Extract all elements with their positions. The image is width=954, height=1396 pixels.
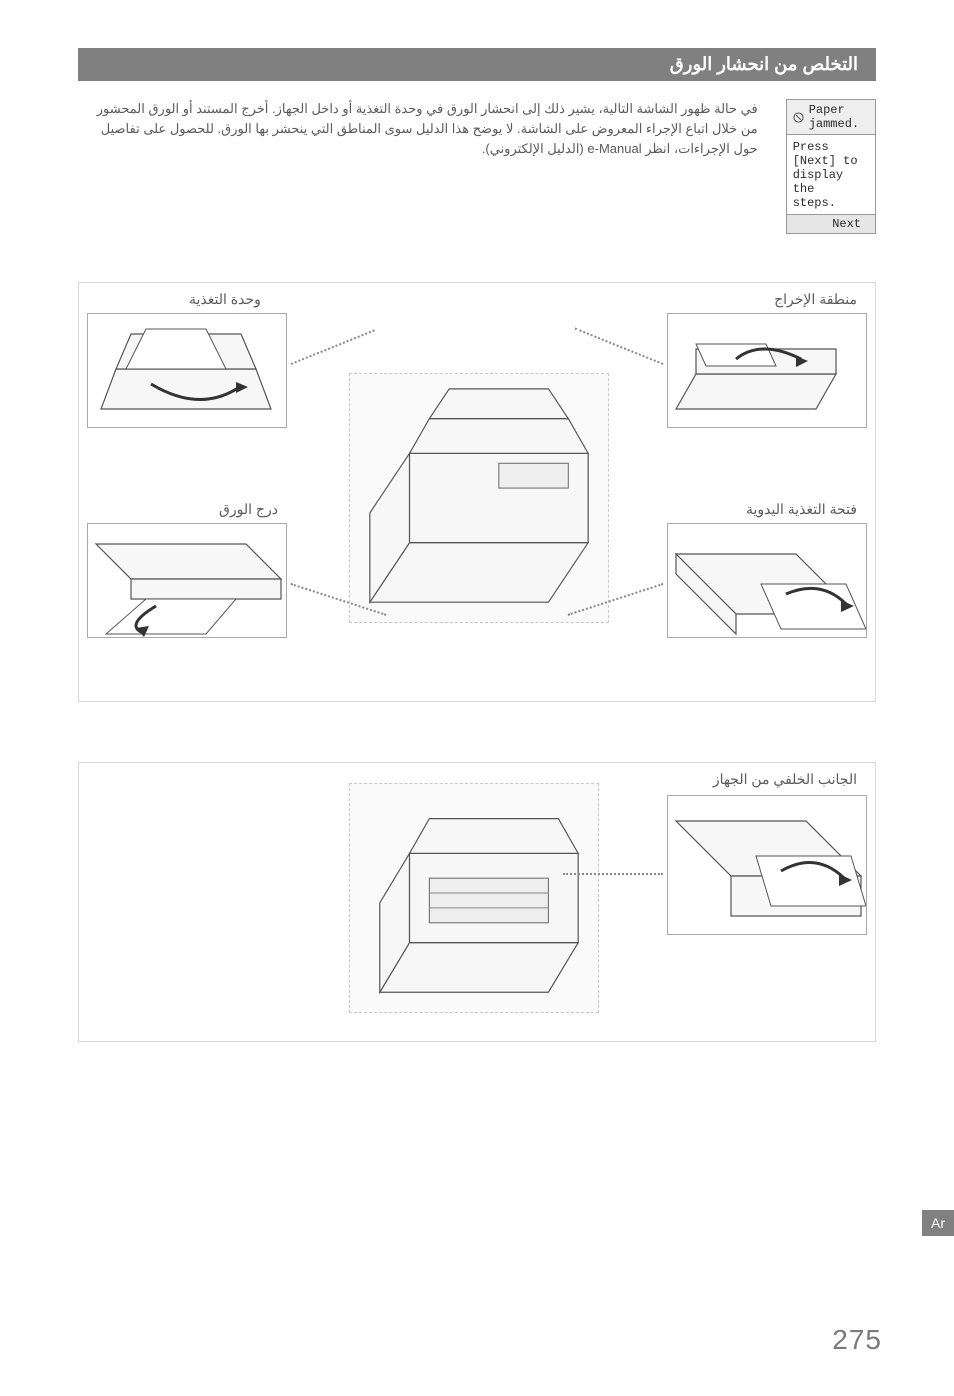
lcd-title-bar: Paper jammed.	[787, 100, 875, 135]
connector-line	[291, 329, 375, 365]
printer-manual-slot-icon	[666, 524, 866, 639]
lcd-title-text: Paper jammed.	[809, 103, 869, 131]
label-rear: الجانب الخلفي من الجهاز	[713, 771, 857, 788]
language-code: Ar	[931, 1215, 945, 1231]
page-number: 275	[832, 1324, 882, 1356]
lcd-next-button[interactable]: Next	[832, 217, 861, 231]
callout-rear	[667, 795, 867, 935]
printer-front-illustration	[349, 373, 609, 623]
callout-paper-tray	[87, 523, 287, 638]
printer-rear-big-icon	[350, 783, 598, 1013]
printer-rear-illustration	[349, 783, 599, 1013]
lcd-body-text: Press [Next] to display the steps.	[787, 135, 875, 214]
section-header-text: التخلص من انحشار الورق	[670, 54, 858, 74]
callout-feeder	[87, 313, 287, 428]
printer-front-icon	[350, 373, 608, 623]
page-root: التخلص من انحشار الورق في حالة ظهور الشا…	[0, 48, 954, 1396]
lcd-screenshot: Paper jammed. Press [Next] to display th…	[786, 99, 876, 234]
language-tab: Ar	[922, 1210, 954, 1236]
label-output-area: منطقة الإخراج	[774, 291, 857, 308]
connector-line	[575, 327, 664, 364]
printer-rear-icon	[666, 796, 866, 936]
intro-row: في حالة ظهور الشاشة التالية، يشير ذلك إل…	[78, 99, 876, 234]
callout-manual-slot	[667, 523, 867, 638]
section-header: التخلص من انحشار الورق	[78, 48, 876, 81]
printer-tray-icon	[86, 524, 286, 639]
label-feeder: وحدة التغذية	[189, 291, 261, 308]
label-paper-tray: درج الورق	[219, 501, 278, 518]
label-manual-slot: فتحة التغذية اليدوية	[746, 501, 857, 518]
warning-icon	[793, 112, 804, 123]
printer-feeder-icon	[86, 314, 286, 429]
printer-output-icon	[666, 314, 866, 429]
intro-paragraph: في حالة ظهور الشاشة التالية، يشير ذلك إل…	[78, 99, 758, 159]
diagram-group-1: منطقة الإخراج وحدة التغذية فتحة التغذية …	[78, 282, 876, 702]
diagram-group-2: الجانب الخلفي من الجهاز	[78, 762, 876, 1042]
callout-output-area	[667, 313, 867, 428]
connector-line	[563, 873, 663, 875]
lcd-footer: Next	[787, 214, 875, 233]
